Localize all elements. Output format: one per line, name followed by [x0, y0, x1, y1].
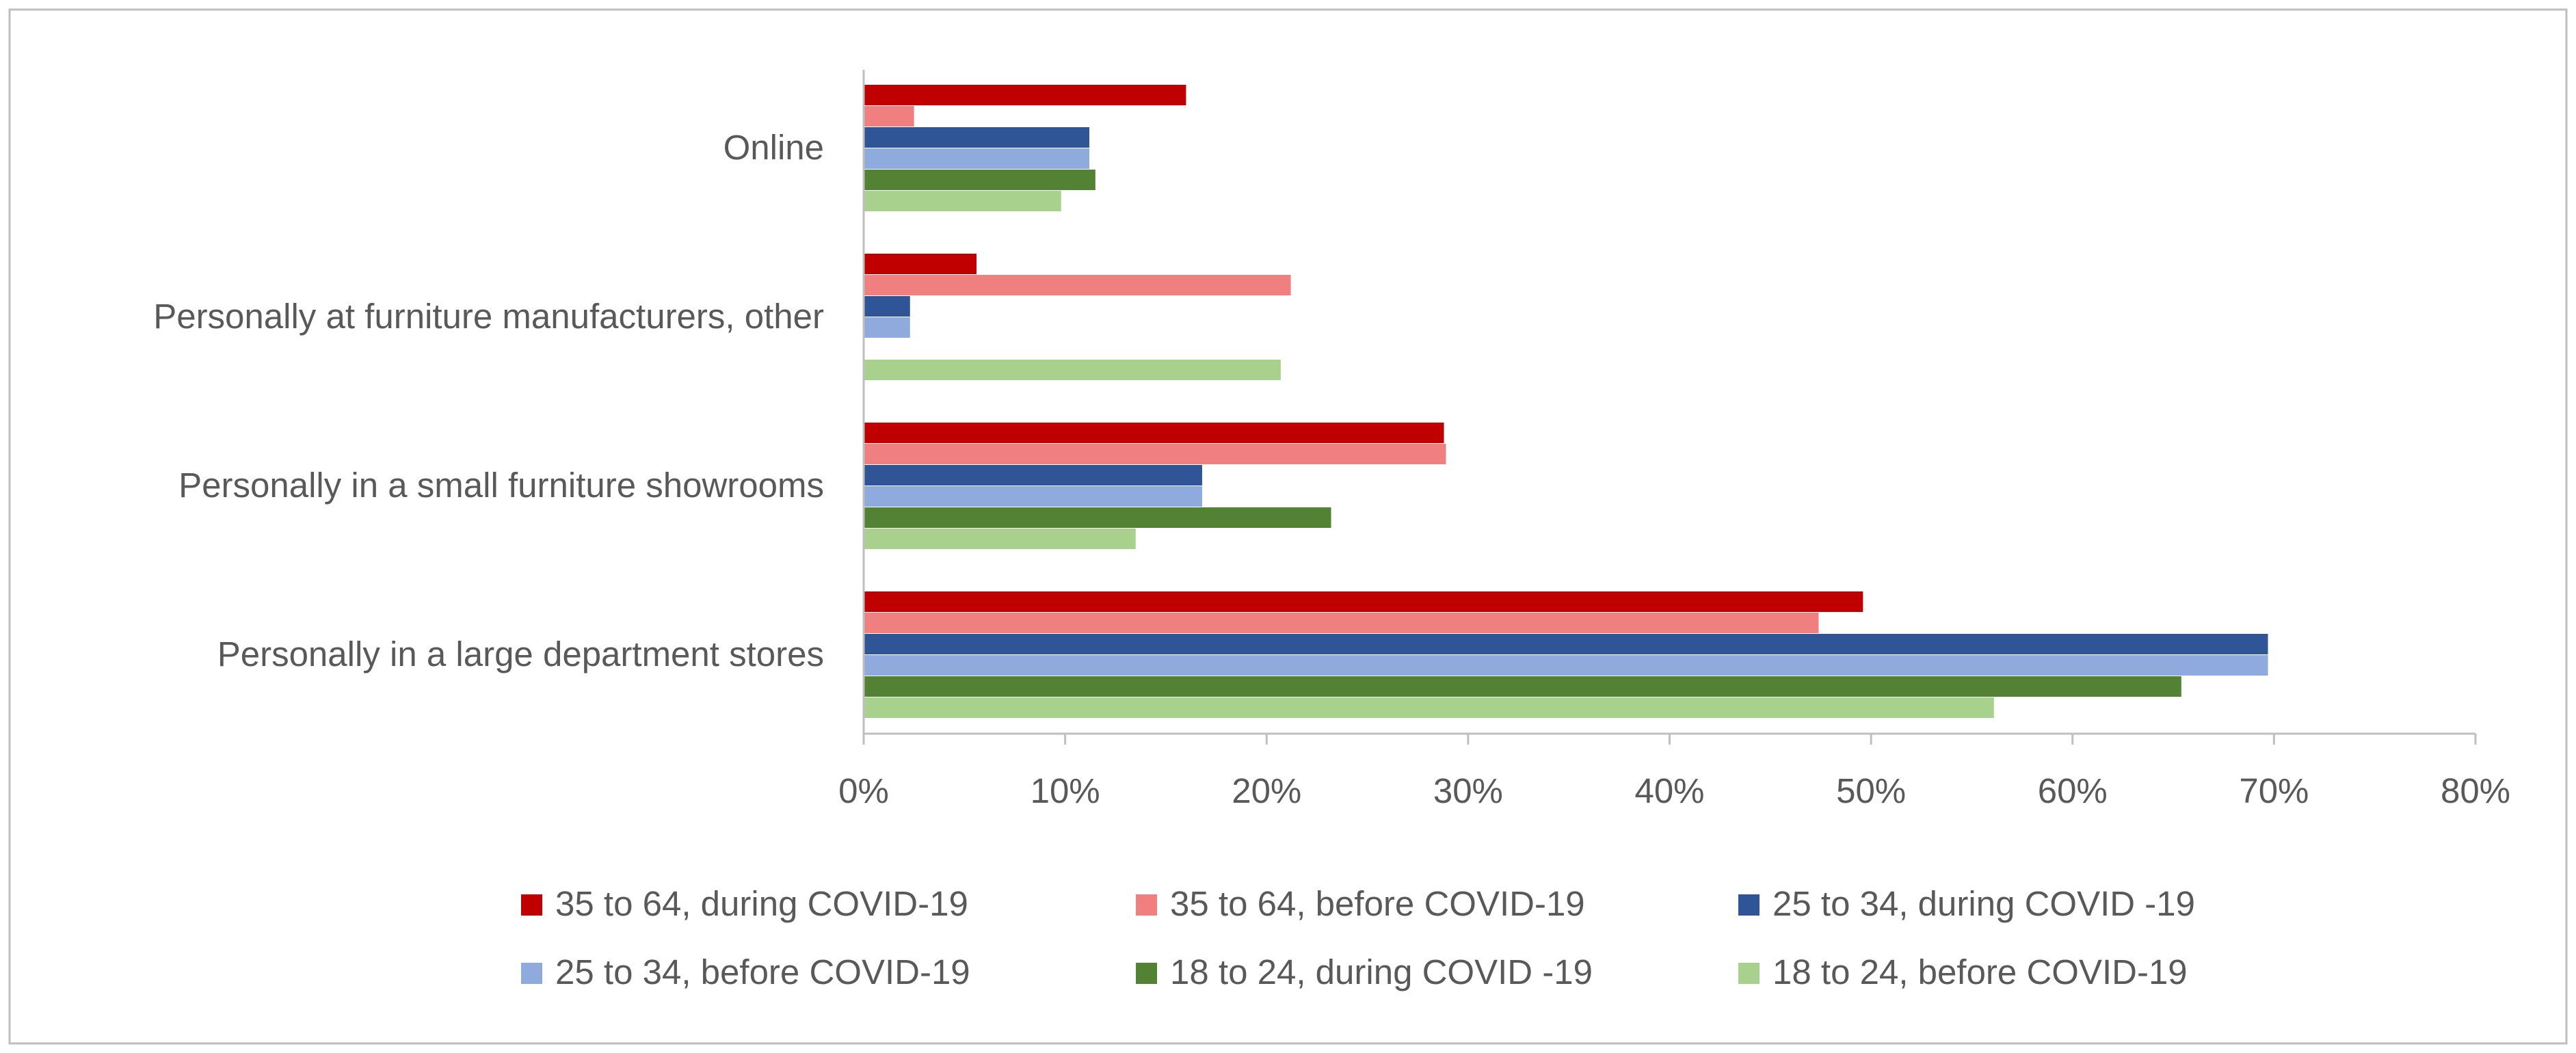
bar — [864, 360, 1281, 380]
bar — [864, 191, 1061, 211]
bars — [864, 85, 2268, 718]
bar — [864, 486, 1202, 507]
x-tick-label: 50% — [1836, 771, 1906, 810]
x-axis: 0% 10% 20% 30% 40% 50% 60% 70% 80% — [838, 70, 2510, 810]
legend-swatch — [1738, 963, 1760, 984]
legend-swatch — [1136, 894, 1157, 916]
bar — [864, 254, 977, 274]
legend-label: 25 to 34, before COVID-19 — [555, 952, 970, 991]
bar — [864, 529, 1136, 549]
bar — [864, 676, 2181, 697]
category-label: Personally in a small furniture showroom… — [178, 466, 824, 505]
bar — [864, 106, 914, 126]
x-tick-label: 30% — [1433, 771, 1503, 810]
bar — [864, 170, 1096, 190]
legend-swatch — [521, 894, 542, 916]
x-tick-label: 10% — [1031, 771, 1100, 810]
legend-swatch — [1136, 963, 1157, 984]
category-label: Personally in a large department stores — [217, 635, 824, 674]
bar — [864, 148, 1089, 169]
x-tick-label: 40% — [1634, 771, 1704, 810]
legend-label: 35 to 64, during COVID-19 — [555, 884, 968, 923]
bar — [864, 85, 1186, 105]
bar — [864, 634, 2268, 654]
legend-label: 25 to 34, during COVID -19 — [1772, 884, 2195, 923]
bar — [864, 296, 910, 317]
bar — [864, 317, 910, 338]
bar — [864, 275, 1291, 295]
bar — [864, 655, 2268, 676]
bar — [864, 697, 1994, 718]
bar — [864, 444, 1446, 464]
bar — [864, 465, 1202, 485]
legend-label: 18 to 24, before COVID-19 — [1772, 952, 2188, 991]
legend-swatch — [1738, 894, 1760, 916]
bar — [864, 423, 1444, 443]
x-tick-label: 60% — [2038, 771, 2108, 810]
bar — [864, 591, 1863, 612]
legend-label: 18 to 24, during COVID -19 — [1170, 952, 1593, 991]
x-tick-label: 0% — [838, 771, 889, 810]
category-label: Online — [723, 128, 824, 167]
x-tick-label: 70% — [2239, 771, 2309, 810]
bar — [864, 613, 1819, 633]
category-labels: Online Personally at furniture manufactur… — [153, 128, 824, 674]
bar — [864, 507, 1331, 528]
bar — [864, 127, 1089, 148]
category-label: Personally at furniture manufacturers, o… — [153, 297, 824, 336]
x-tick-label: 20% — [1232, 771, 1301, 810]
x-tick-label: 80% — [2441, 771, 2510, 810]
legend-swatch — [521, 963, 542, 984]
legend-label: 35 to 64, before COVID-19 — [1170, 884, 1585, 923]
legend: 35 to 64, during COVID-19 35 to 64, befor… — [521, 884, 2195, 991]
